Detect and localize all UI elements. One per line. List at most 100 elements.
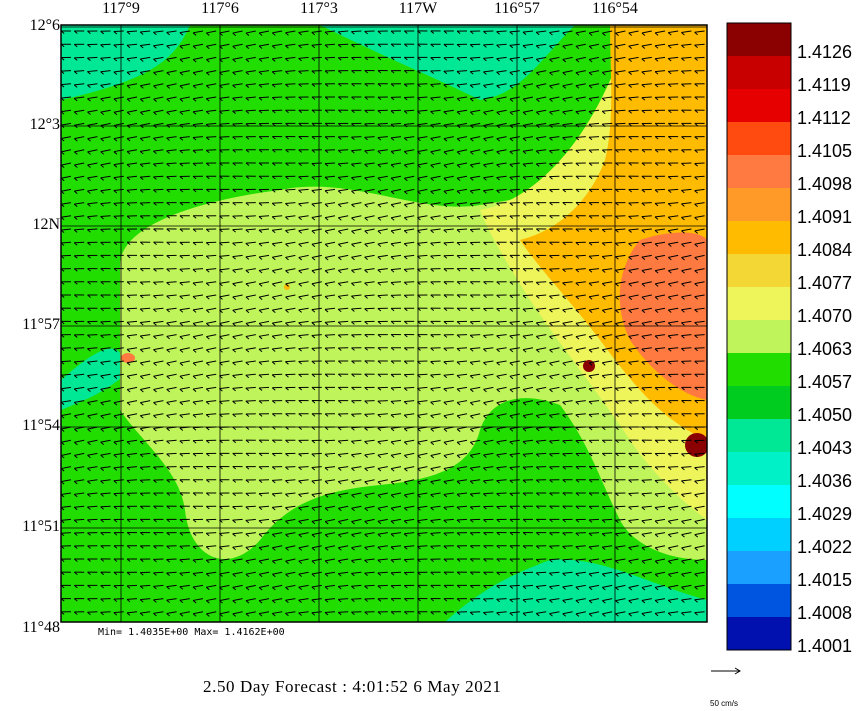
vector-arrowhead	[522, 572, 527, 576]
vector-arrowhead	[377, 360, 382, 364]
current-vector	[245, 254, 256, 258]
current-vector	[588, 83, 600, 87]
vector-arrowhead	[522, 518, 527, 523]
current-vector	[232, 545, 243, 548]
colorbar-label: 1.4022	[797, 537, 853, 557]
vector-arrowhead	[324, 217, 329, 221]
vector-arrowhead	[166, 163, 170, 167]
current-vector	[628, 518, 639, 522]
vector-arrowhead	[522, 189, 527, 193]
current-vector	[655, 558, 666, 562]
current-vector	[140, 598, 151, 601]
vector-arrowhead	[403, 164, 408, 168]
current-vector	[166, 56, 177, 60]
vector-arrowhead	[258, 136, 263, 140]
vector-arrowhead	[601, 413, 606, 418]
current-vector	[575, 334, 586, 338]
vector-arrowhead	[483, 441, 487, 445]
current-vector	[390, 149, 402, 152]
current-vector	[192, 400, 204, 403]
vector-arrowhead	[324, 573, 329, 577]
vector-arrowhead	[364, 585, 368, 589]
vector-arrowhead	[351, 163, 355, 168]
vector-arrowhead	[641, 136, 646, 140]
vector-arrowhead	[245, 323, 250, 327]
vector-arrowhead	[113, 71, 118, 75]
current-vector	[324, 175, 336, 178]
vector-arrowhead	[509, 415, 514, 419]
current-vector	[654, 347, 666, 350]
vector-arrowhead	[549, 427, 553, 432]
vector-arrowhead	[641, 283, 646, 287]
current-vector	[193, 347, 204, 351]
current-vector	[522, 307, 534, 310]
vector-arrowhead	[285, 216, 289, 220]
current-vector	[219, 598, 230, 602]
vector-arrowhead	[113, 571, 118, 576]
vector-arrowhead	[694, 612, 698, 616]
current-vector	[668, 70, 679, 72]
vector-arrowhead	[258, 309, 263, 314]
vector-arrowhead	[601, 533, 606, 537]
vector-arrowhead	[390, 611, 395, 615]
current-vector	[470, 136, 481, 140]
current-vector	[668, 294, 679, 298]
current-vector	[87, 202, 98, 205]
current-vector	[628, 584, 639, 588]
vector-arrowhead	[192, 600, 197, 604]
current-vector	[285, 202, 296, 205]
current-vector	[364, 545, 375, 548]
teal-region-south	[445, 559, 707, 622]
vector-arrowhead	[588, 586, 593, 591]
vector-arrowhead	[139, 31, 144, 35]
vector-arrowhead	[166, 111, 171, 115]
vector-arrowhead	[258, 520, 263, 524]
current-vector	[166, 439, 177, 442]
current-vector	[153, 175, 164, 178]
current-vector	[258, 228, 270, 231]
current-vector	[74, 466, 85, 469]
vector-arrowhead	[628, 149, 633, 153]
current-vector	[100, 492, 111, 495]
vector-arrowhead	[87, 216, 91, 220]
vector-arrowhead	[232, 32, 237, 36]
current-vector	[575, 584, 586, 588]
current-vector	[377, 294, 388, 297]
vector-arrowhead	[443, 494, 448, 498]
current-vector	[192, 281, 204, 284]
vector-arrowhead	[271, 84, 276, 88]
vector-arrowhead	[588, 362, 593, 366]
vector-arrowhead	[588, 309, 593, 314]
current-vector	[338, 228, 349, 232]
current-vector	[140, 320, 151, 324]
vector-arrowhead	[403, 546, 408, 550]
orange-red-region	[619, 232, 707, 400]
vector-arrowhead	[654, 348, 659, 352]
vector-arrowhead	[681, 547, 685, 551]
current-vector	[232, 373, 243, 377]
vector-arrowhead	[681, 400, 685, 404]
current-vector	[311, 188, 322, 191]
current-vector	[192, 109, 204, 113]
vector-arrowhead	[140, 85, 144, 89]
current-vector	[219, 294, 230, 298]
vector-arrowhead	[100, 348, 104, 352]
current-vector	[153, 584, 164, 587]
current-vector	[113, 400, 124, 404]
vector-arrowhead	[390, 243, 395, 247]
vector-arrowhead	[338, 534, 342, 538]
vector-arrowhead	[87, 242, 91, 246]
current-vector	[668, 188, 679, 191]
vector-arrowhead	[100, 585, 105, 589]
current-vector	[615, 241, 626, 244]
vector-arrowhead	[641, 149, 646, 153]
vector-arrowhead	[615, 269, 619, 274]
current-vector	[338, 215, 349, 219]
vector-arrowhead	[668, 283, 672, 287]
current-vector	[549, 83, 560, 87]
vector-arrowhead	[351, 427, 355, 431]
vector-arrowhead	[522, 335, 527, 340]
current-vector	[681, 532, 692, 536]
current-vector	[470, 466, 481, 469]
current-vector	[509, 70, 520, 73]
